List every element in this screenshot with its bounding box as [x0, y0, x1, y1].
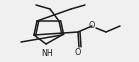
Text: NH: NH — [41, 49, 53, 58]
Text: O: O — [89, 22, 95, 31]
Text: O: O — [75, 48, 81, 57]
